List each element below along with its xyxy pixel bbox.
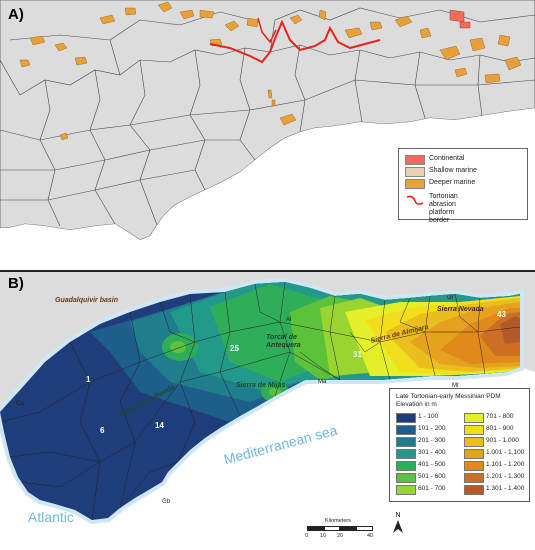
legend-label: 701 - 800 (486, 413, 514, 420)
label-atlantic: Atlantic (28, 509, 74, 525)
scale-bar: Kilometers 0 10 20 40 (303, 518, 377, 544)
legend-swatch (396, 485, 416, 495)
town-mt: Mt (452, 383, 459, 389)
panel-b-legend: Late Tortonian-early Messinian PDM Eleva… (389, 388, 530, 502)
scale-tick: 40 (367, 533, 374, 539)
panel-a-label: A) (8, 6, 24, 23)
legend-label: 601 - 700 (418, 485, 446, 492)
legend-label: 201 - 300 (418, 437, 446, 444)
legend-b-item: 501 - 600 (396, 473, 460, 483)
scale-tick: 20 (337, 533, 344, 539)
panel-b-label: B) (8, 275, 24, 292)
legend-b-item: 1 - 100 (396, 413, 460, 423)
place-sierra-de-mijas: Sierra de Mijas (236, 382, 286, 389)
legend-label: Tortonian abrasion platform border (429, 193, 458, 224)
zone-number: 25 (230, 344, 239, 353)
place-sierra-nevada: Sierra Nevada (437, 306, 484, 313)
place-guadalquivir-basin: Guadalquivir basin (55, 297, 119, 304)
legend-label: 401 - 500 (418, 461, 446, 468)
north-arrow: N (392, 512, 404, 534)
legend-b-item: 1.301 - 1.400 (464, 485, 528, 495)
panel-a-continental (449, 9, 471, 29)
legend-swatch (464, 473, 484, 483)
legend-label: 901 - 1.000 (486, 437, 519, 444)
legend-label: Deeper marine (429, 179, 476, 186)
legend-label: 101 - 200 (418, 425, 446, 432)
legend-label: 1.001 - 1.100 (486, 449, 525, 456)
zone-number: 14 (155, 421, 164, 430)
legend-swatch (464, 461, 484, 471)
legend-swatch (464, 449, 484, 459)
panel-b-borders (0, 282, 520, 520)
legend-label: 801 - 900 (486, 425, 514, 432)
zone-number: 31 (353, 350, 362, 359)
zone-number: 43 (497, 310, 506, 319)
zone-number: 1 (86, 375, 91, 384)
town-gr: Gr (447, 295, 454, 301)
legend-b-item: 101 - 200 (396, 425, 460, 435)
panel-divider (0, 270, 535, 272)
legend-b-item: 401 - 500 (396, 461, 460, 471)
legend-swatch (396, 473, 416, 483)
panel-a-deeper-marine (19, 1, 522, 141)
panel-a-map (0, 0, 535, 270)
legend-b-title: Late Tortonian-early Messinian PDM Eleva… (396, 393, 501, 408)
legend-label: Continental (429, 155, 465, 162)
north-label: N (395, 512, 401, 519)
legend-b-item: 301 - 400 (396, 449, 460, 459)
legend-swatch (396, 437, 416, 447)
legend-swatch (464, 485, 484, 495)
town-ma: Ma (318, 379, 327, 385)
legend-b-item: 801 - 900 (464, 425, 528, 435)
legend-b-item: 901 - 1.000 (464, 437, 528, 447)
legend-swatch (405, 167, 425, 177)
legend-swatch (396, 449, 416, 459)
legend-label: 1.301 - 1.400 (486, 485, 525, 492)
legend-swatch (405, 155, 425, 165)
legend-label: Shallow marine (429, 167, 477, 174)
town-gb: Gb (162, 499, 171, 505)
town-ca: Ca (16, 401, 24, 407)
north-arrow-icon (393, 520, 403, 533)
legend-b-item: 1.001 - 1.100 (464, 449, 528, 459)
place-torcal-de-antequera: Torcal de Antequera (266, 334, 301, 349)
scale-tick: 0 (305, 533, 309, 539)
legend-label: 1.101 - 1.200 (486, 461, 525, 468)
scale-tick: 10 (320, 533, 327, 539)
legend-swatch (405, 179, 425, 189)
border-line-icon (406, 195, 424, 205)
legend-swatch (396, 413, 416, 423)
legend-b-item: 701 - 800 (464, 413, 528, 423)
scale-title: Kilometers (325, 518, 351, 524)
legend-b-item: 1.201 - 1.300 (464, 473, 528, 483)
legend-swatch (464, 425, 484, 435)
legend-label: 301 - 400 (418, 449, 446, 456)
legend-label: 1.201 - 1.300 (486, 473, 525, 480)
legend-b-item: 1.101 - 1.200 (464, 461, 528, 471)
town-al: Al (286, 317, 292, 323)
legend-b-item: 201 - 300 (396, 437, 460, 447)
legend-swatch (464, 437, 484, 447)
legend-label: 1 - 100 (418, 413, 439, 420)
legend-swatch (396, 425, 416, 435)
panel-a-borders (0, 7, 535, 227)
legend-swatch (396, 461, 416, 471)
legend-label: 501 - 600 (418, 473, 446, 480)
legend-b-item: 601 - 700 (396, 485, 460, 495)
panel-a-abrasion-border (209, 19, 381, 64)
legend-swatch (464, 413, 484, 423)
panel-a-legend: Continental Shallow marine Deeper marine… (398, 148, 528, 224)
zone-number: 6 (100, 426, 105, 435)
